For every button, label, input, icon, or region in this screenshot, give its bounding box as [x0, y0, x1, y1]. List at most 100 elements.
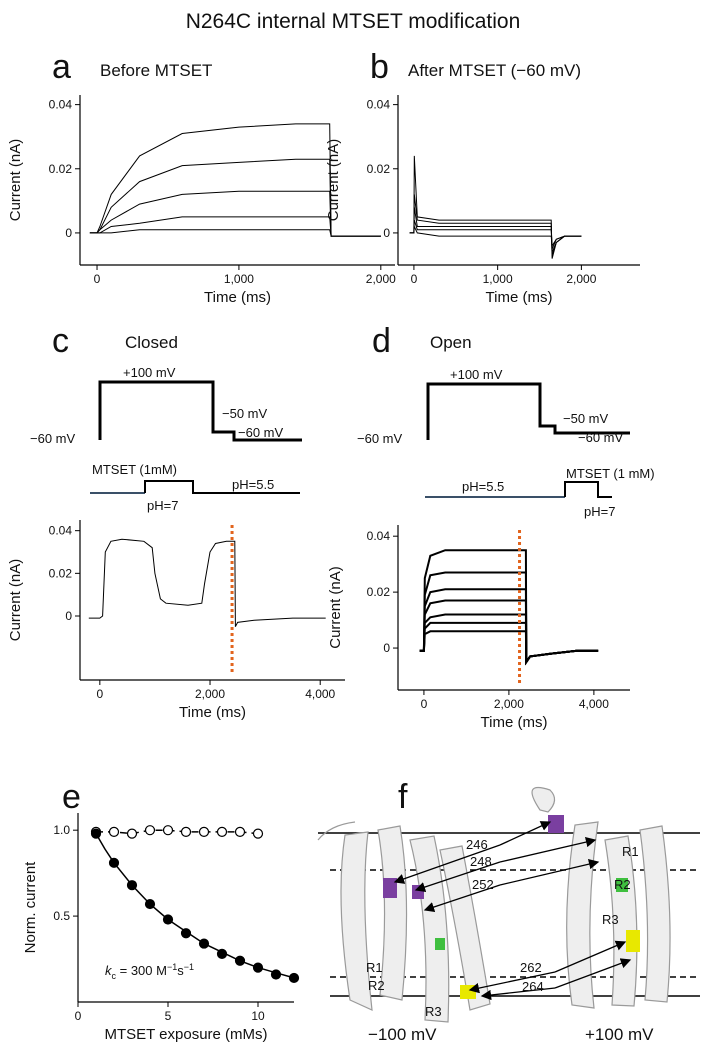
y-tick-label: 0.02	[49, 566, 73, 580]
voltage-label: −50 mV	[222, 406, 267, 421]
panel-letter: a	[52, 48, 71, 86]
x-axis-label: Time (ms)	[481, 714, 548, 731]
rate-subscript: c	[112, 971, 117, 981]
data-point	[198, 826, 210, 838]
panel-subtitle: Open	[430, 333, 472, 352]
y-axis-label: Norm. current	[22, 861, 39, 954]
y-tick-label: 0.04	[367, 529, 391, 543]
x-tick-label: 10	[251, 1009, 265, 1023]
x-tick-label: 4,000	[305, 687, 335, 701]
residue-label: 252	[472, 877, 494, 892]
x-tick-label: 1,000	[224, 272, 254, 286]
y-tick-label: 0.02	[367, 162, 391, 176]
panel-subtitle: Closed	[125, 333, 178, 352]
solution-line	[564, 481, 612, 498]
x-tick-label: 0	[75, 1009, 82, 1023]
fit-line	[95, 833, 295, 979]
charge-label: R3	[602, 912, 619, 927]
rate-exponent: −1	[184, 962, 194, 972]
data-point	[108, 826, 120, 838]
helix	[340, 831, 373, 1011]
y-tick-label: 0.02	[49, 162, 73, 176]
residue-patch	[626, 930, 640, 952]
x-axis-label: Time (ms)	[179, 704, 246, 721]
data-point	[126, 828, 138, 839]
y-tick-label: 0.04	[367, 98, 391, 112]
rate-exponent: −1	[167, 962, 177, 972]
x-tick-label: 2,000	[366, 272, 396, 286]
y-tick-label: 0.02	[367, 585, 391, 599]
data-point	[180, 928, 192, 939]
helix	[566, 821, 599, 1009]
current-trace	[89, 229, 381, 237]
x-axis-label: Time (ms)	[204, 289, 271, 306]
x-tick-label: 2,000	[494, 697, 524, 711]
solution-label: MTSET (1mM)	[92, 462, 177, 477]
arrow	[480, 987, 556, 1001]
y-tick-label: 0	[65, 609, 72, 623]
residue-patch	[616, 878, 628, 892]
y-tick-label: 0.04	[49, 98, 73, 112]
loop	[317, 821, 356, 841]
y-axis-label: Current (nA)	[325, 139, 342, 222]
arrow	[554, 940, 627, 973]
voltage-step	[98, 380, 302, 442]
solution-label: pH=5.5	[462, 479, 504, 494]
figure-title: N264C internal MTSET modification	[186, 10, 521, 33]
condition-label: −100 mV	[368, 1025, 437, 1044]
rate-unit: s	[177, 963, 184, 978]
helix	[639, 825, 671, 1003]
x-tick-label: 0	[96, 687, 103, 701]
x-tick-label: 0	[94, 272, 101, 286]
x-axis-label: MTSET exposure (mMs)	[104, 1026, 267, 1043]
residue-label: 264	[522, 979, 544, 994]
y-tick-label: 0.04	[49, 524, 73, 538]
current-trace	[88, 538, 326, 627]
structure-panel: f	[317, 778, 700, 1044]
panel-letter: f	[398, 778, 408, 816]
protocol-d	[425, 382, 630, 498]
arrows	[393, 821, 632, 1001]
current-trace	[419, 571, 599, 666]
current-trace	[419, 613, 599, 666]
rate-symbol: k	[105, 963, 113, 978]
voltage-label: +100 mV	[450, 367, 503, 382]
charge-label: R2	[368, 978, 385, 993]
residue-patch	[435, 938, 445, 950]
solution-line	[144, 480, 300, 494]
panel-letter: e	[62, 778, 81, 816]
data-point	[144, 825, 156, 836]
loop	[531, 786, 556, 813]
y-tick-label: 1.0	[53, 823, 70, 837]
x-tick-label: 1,000	[483, 272, 513, 286]
condition-label: +100 mV	[585, 1025, 654, 1044]
y-tick-label: 0.5	[53, 909, 70, 923]
solution-label: pH=7	[584, 504, 615, 519]
current-trace	[409, 207, 582, 253]
charge-label: R1	[622, 844, 639, 859]
current-trace	[409, 226, 582, 248]
x-tick-label: 5	[165, 1009, 172, 1023]
residue-patch	[460, 985, 476, 999]
residue-patch	[548, 815, 564, 833]
arrow	[468, 971, 556, 994]
rate-text: = 300 M	[116, 963, 167, 978]
fit-line	[96, 829, 259, 835]
y-tick-label: 0	[383, 226, 390, 240]
x-tick-label: 2,000	[566, 272, 596, 286]
data-point	[216, 826, 228, 838]
arrow	[554, 958, 632, 989]
voltage-step	[426, 382, 630, 440]
arrow	[414, 861, 501, 893]
residue-label: 248	[470, 854, 492, 869]
charge-label: R1	[366, 960, 383, 975]
y-tick-label: 0	[65, 226, 72, 240]
charge-label: R3	[425, 1004, 442, 1019]
panel-subtitle: Before MTSET	[100, 61, 212, 80]
data-point	[180, 826, 192, 838]
current-trace	[419, 630, 599, 666]
data-point	[288, 972, 300, 984]
y-axis-label: Current (nA)	[327, 566, 344, 649]
rate-annotation: kc = 300 M−1s−1	[105, 962, 194, 981]
